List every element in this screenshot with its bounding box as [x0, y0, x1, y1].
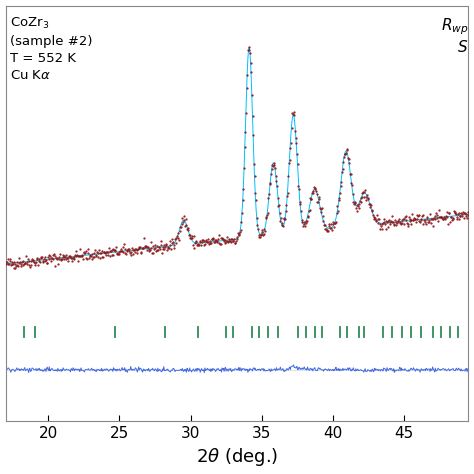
Text: $R_{wp}$
$S$: $R_{wp}$ $S$ — [441, 16, 468, 55]
X-axis label: $2\theta$ (deg.): $2\theta$ (deg.) — [196, 447, 278, 468]
Text: CoZr$_3$
(sample #2)
T = 552 K
Cu K$\alpha$: CoZr$_3$ (sample #2) T = 552 K Cu K$\alp… — [10, 16, 93, 82]
